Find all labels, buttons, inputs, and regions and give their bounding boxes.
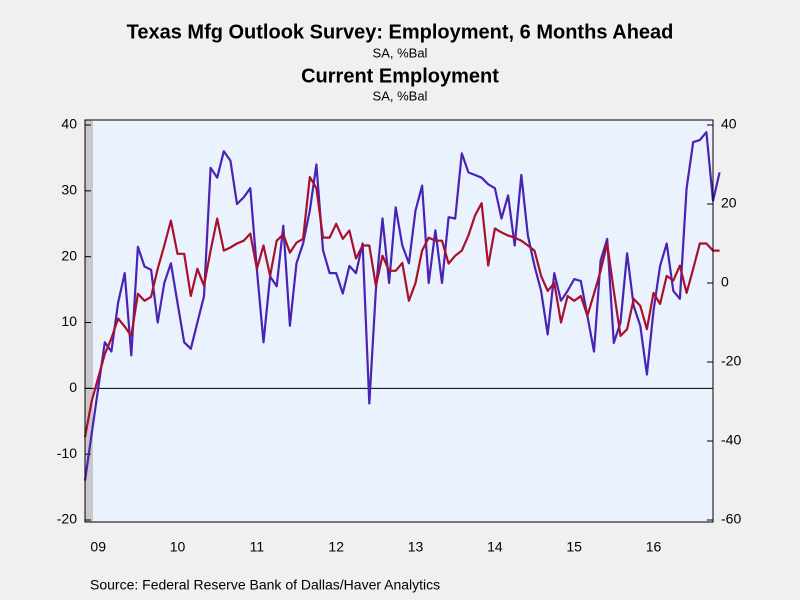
x-tick-label: 12 xyxy=(328,539,344,555)
series-line xyxy=(83,131,721,481)
x-tick-label: 09 xyxy=(90,539,106,555)
y2-tick-label: 20 xyxy=(721,195,737,211)
y2-tick-label: -60 xyxy=(721,511,741,527)
title: Current Employment xyxy=(301,65,499,87)
x-tick-label: 16 xyxy=(646,539,662,555)
subtitle: SA, %Bal xyxy=(373,88,428,103)
y-tick-label: 20 xyxy=(61,247,77,263)
series-line xyxy=(83,176,720,438)
subtitle: SA, %Bal xyxy=(373,45,428,60)
y-tick-label: -20 xyxy=(57,511,77,527)
y2-tick-label: -40 xyxy=(721,432,741,448)
plot-frame xyxy=(84,119,714,523)
recession-shading xyxy=(85,120,93,522)
y2-tick-label: -20 xyxy=(721,353,741,369)
y2-tick-label: 0 xyxy=(721,274,729,290)
x-tick-label: 14 xyxy=(487,539,503,555)
y-tick-label: -10 xyxy=(57,445,77,461)
source: Source: Federal Reserve Bank of Dallas/H… xyxy=(90,577,440,593)
x-tick-label: 15 xyxy=(566,539,582,555)
y-tick-label: 40 xyxy=(61,116,77,132)
x-tick-label: 10 xyxy=(170,539,186,555)
x-tick-label: 11 xyxy=(250,539,265,555)
y-tick-label: 30 xyxy=(61,182,77,198)
plot-area xyxy=(85,120,713,522)
title: Texas Mfg Outlook Survey: Employment, 6 … xyxy=(127,21,674,43)
y2-tick-label: 40 xyxy=(721,116,737,132)
x-tick-label: 13 xyxy=(408,539,424,555)
y-tick-label: 10 xyxy=(61,313,77,329)
y-tick-label: 0 xyxy=(69,379,77,395)
